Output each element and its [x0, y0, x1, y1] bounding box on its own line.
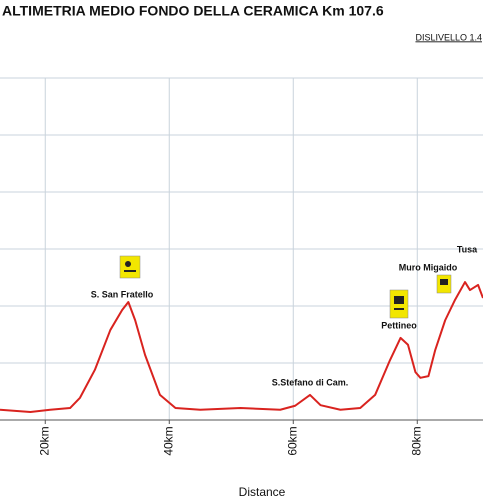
icon — [389, 289, 409, 319]
annotation: Muro Migaido — [399, 262, 458, 272]
elevation-line — [0, 281, 483, 414]
x-tick-label: 20km — [37, 426, 51, 455]
icon — [119, 255, 141, 279]
icon — [436, 274, 452, 294]
x-tick-label: 40km — [161, 426, 175, 455]
annotation: S. San Fratello — [91, 289, 154, 299]
chart-title: ALTIMETRIA MEDIO FONDO DELLA CERAMICA Km… — [2, 3, 384, 19]
chart-subtitle: DISLIVELLO 1.4 — [415, 32, 482, 42]
x-tick-label: 80km — [409, 426, 423, 455]
x-axis-label: Distance — [239, 485, 286, 499]
annotation: Tusa — [457, 244, 478, 254]
annotation: Pettineo — [381, 320, 417, 330]
annotation: S.Stefano di Cam. — [272, 377, 349, 387]
x-tick-label: 60km — [285, 426, 299, 455]
